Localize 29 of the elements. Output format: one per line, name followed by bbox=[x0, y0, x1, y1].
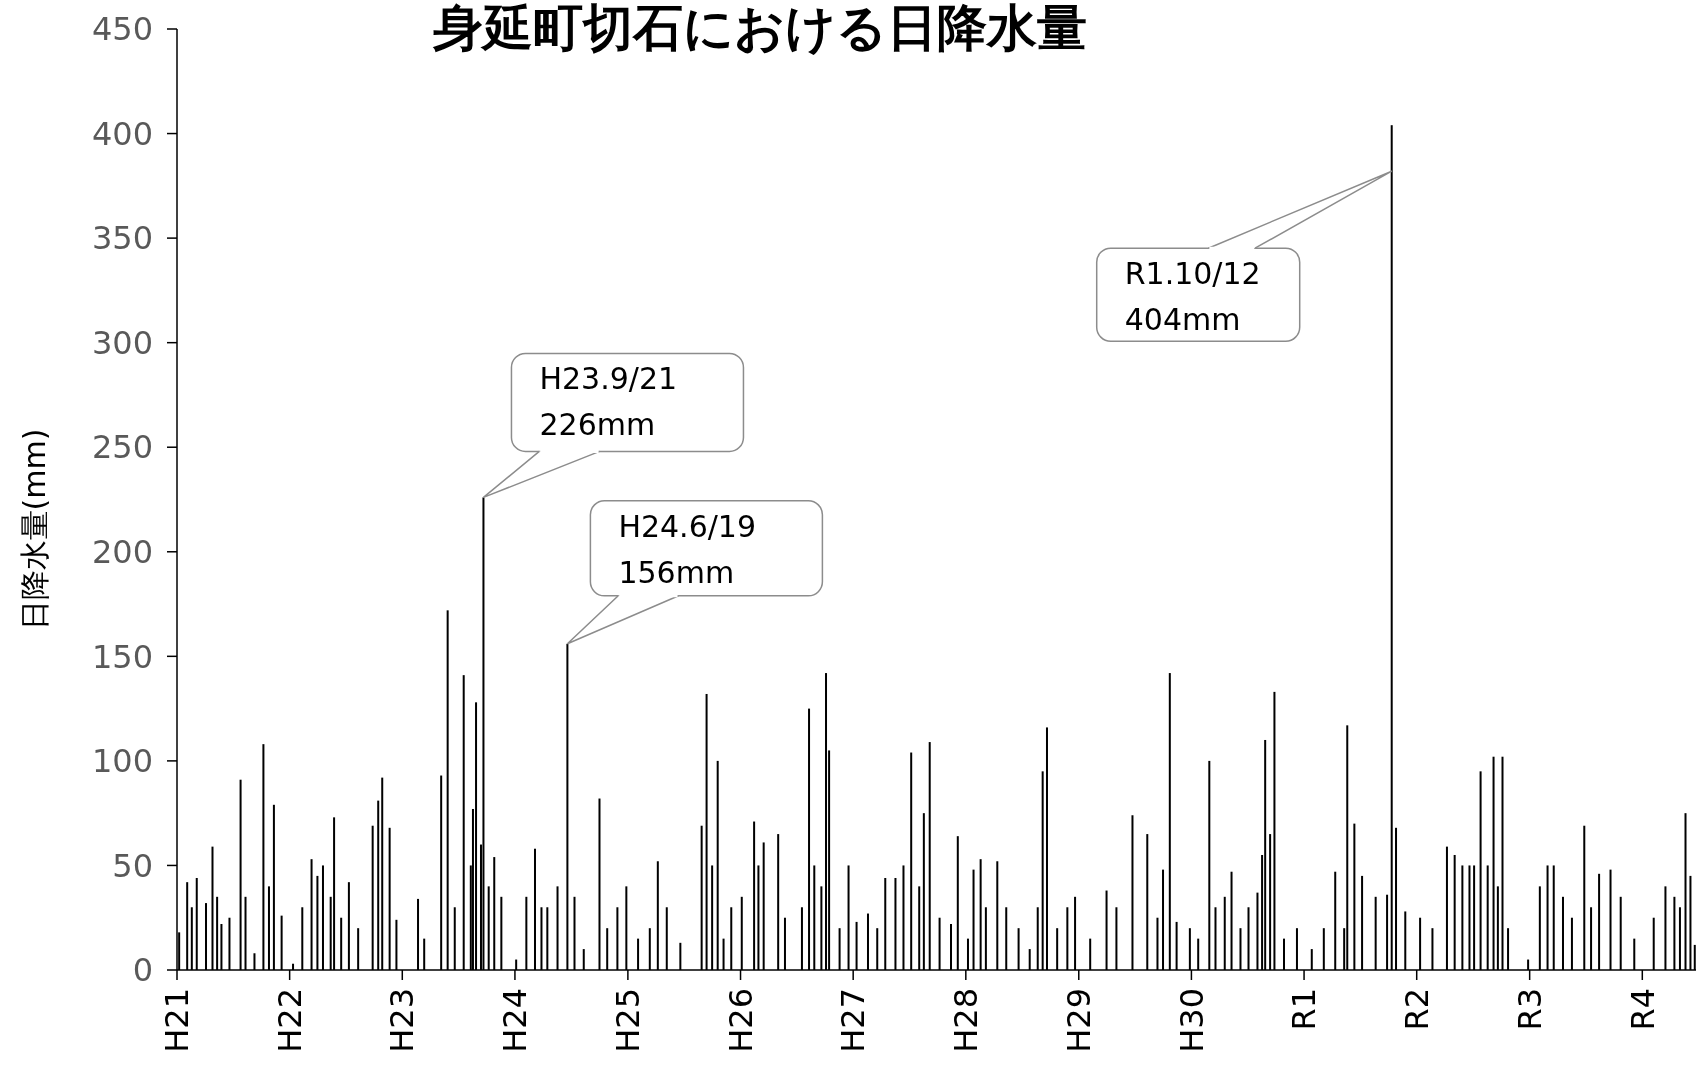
x-tick-label: H23 bbox=[383, 988, 422, 1053]
y-tick-label: 200 bbox=[91, 532, 153, 571]
x-tick-label: H26 bbox=[721, 988, 760, 1053]
x-tick-label: R3 bbox=[1510, 988, 1549, 1031]
y-tick-label: 0 bbox=[132, 951, 153, 990]
x-tick-label: H27 bbox=[834, 988, 873, 1053]
y-tick-label: 400 bbox=[91, 114, 153, 153]
y-tick-label: 100 bbox=[91, 742, 153, 781]
y-tick-label: 150 bbox=[91, 637, 153, 676]
x-tick-label: H24 bbox=[496, 988, 535, 1053]
y-axis-title: 日降水量(mm) bbox=[17, 428, 52, 631]
x-tick-label: R2 bbox=[1397, 988, 1436, 1031]
x-tick-label: R4 bbox=[1623, 988, 1662, 1031]
y-tick-label: 350 bbox=[91, 219, 153, 258]
x-tick-label: H28 bbox=[947, 988, 986, 1053]
x-tick-label: H21 bbox=[158, 988, 197, 1053]
x-tick-label: H29 bbox=[1059, 988, 1098, 1053]
y-tick-label: 450 bbox=[91, 10, 153, 49]
x-tick-label: H22 bbox=[270, 988, 309, 1053]
x-tick-label: H25 bbox=[609, 988, 648, 1053]
x-tick-label: R1 bbox=[1285, 988, 1324, 1031]
annotation: R1.10/12 404mm bbox=[1124, 256, 1261, 338]
y-tick-label: 300 bbox=[91, 323, 153, 362]
y-tick-label: 250 bbox=[91, 428, 153, 467]
y-tick-label: 50 bbox=[112, 846, 153, 885]
annotation: H24.6/19 156mm bbox=[618, 508, 757, 590]
annotation: H23.9/21 226mm bbox=[539, 361, 678, 443]
x-tick-label: H30 bbox=[1172, 988, 1211, 1053]
chart-title: 身延町切石における日降水量 bbox=[432, 0, 1087, 57]
